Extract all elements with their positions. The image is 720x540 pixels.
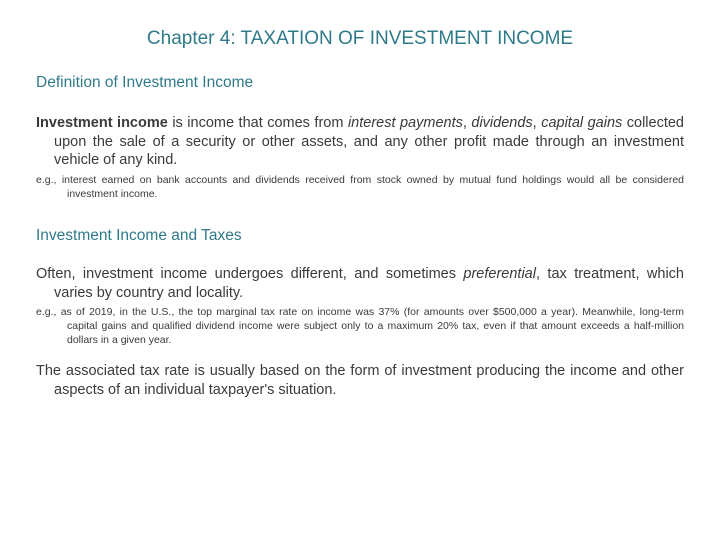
text-fragment: , <box>533 115 542 131</box>
term-preferential: preferential <box>463 266 536 282</box>
taxes-example: e.g., as of 2019, in the U.S., the top m… <box>36 306 684 348</box>
definition-paragraph: Investment income is income that comes f… <box>36 114 684 170</box>
term-interest-payments: interest payments <box>348 115 463 131</box>
section-heading-taxes: Investment Income and Taxes <box>36 227 684 245</box>
term-dividends: dividends <box>471 115 532 131</box>
taxes-paragraph-1: Often, investment income undergoes diffe… <box>36 265 684 302</box>
section-heading-definition: Definition of Investment Income <box>36 74 684 92</box>
chapter-title: Chapter 4: TAXATION OF INVESTMENT INCOME <box>36 28 684 50</box>
term-investment-income: Investment income <box>36 115 168 131</box>
term-capital-gains: capital gains <box>541 115 622 131</box>
document-page: Chapter 4: TAXATION OF INVESTMENT INCOME… <box>0 0 720 540</box>
text-fragment: is income that comes from <box>168 115 348 131</box>
definition-example: e.g., interest earned on bank accounts a… <box>36 174 684 202</box>
text-fragment: Often, investment income undergoes diffe… <box>36 266 463 282</box>
taxes-paragraph-2: The associated tax rate is usually based… <box>36 362 684 399</box>
